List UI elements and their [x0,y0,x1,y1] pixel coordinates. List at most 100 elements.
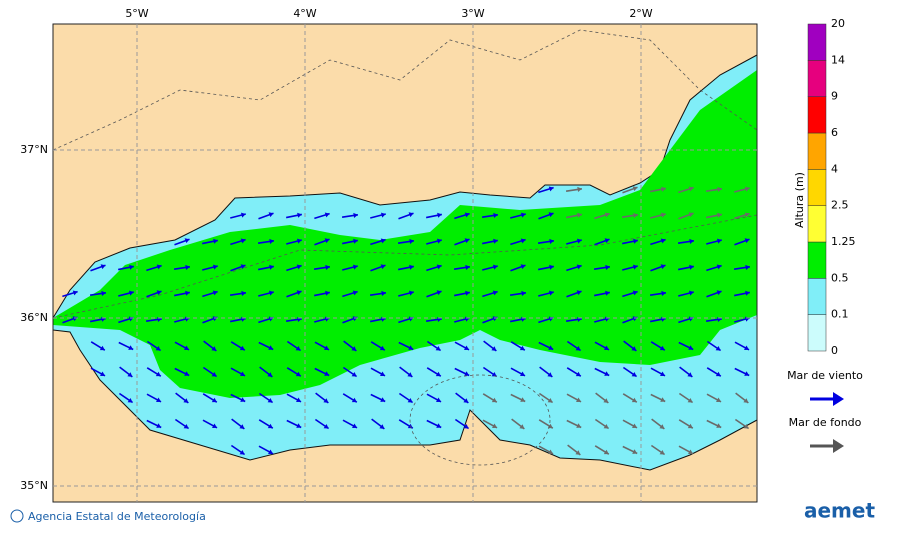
wave-arrowhead [548,186,554,192]
legend-label: Mar de fondo [789,416,862,429]
colorbar-title: Altura (m) [793,172,806,228]
wave-arrowhead [689,264,694,270]
wave-arrowhead [435,345,441,351]
wave-arrowhead [660,238,666,244]
wave-arrowhead [128,345,134,350]
wave-arrowhead [296,290,302,296]
wave-arrowhead [576,397,582,403]
wave-arrowhead [351,397,357,403]
wave-arrowhead [631,371,637,377]
wave-arrowhead [632,186,638,192]
wave-arrowhead [436,238,442,244]
colorbar-band [807,23,827,61]
wave-arrowhead [604,212,610,218]
wave-arrowhead [409,264,414,270]
wave-arrowhead [324,238,330,244]
wave-arrowhead [603,398,609,403]
wave-arrowhead [659,424,665,429]
colorbar-label: 14 [831,53,845,66]
wave-arrowhead [716,264,722,270]
wave-arrowhead [632,449,638,454]
wave-arrowhead [240,371,246,377]
wave-arrowhead [268,345,274,350]
legend-arrowhead [833,392,844,406]
footer: Agencia Estatal de Meteorología [28,510,206,523]
wave-arrowhead [687,397,693,403]
wave-arrowhead [268,290,274,296]
wave-arrowhead [239,449,245,455]
wave-arrowhead [576,290,582,296]
wave-arrowhead [688,345,694,350]
wave-arrowhead [408,290,414,296]
wave-arrowhead [575,345,581,351]
wave-arrowhead [436,264,442,270]
colorbar-label: 4 [831,162,838,175]
wave-arrowhead [464,345,470,351]
wave-arrowhead [547,397,553,403]
wave-arrowhead [296,397,302,403]
wave-arrowhead [688,449,694,455]
wave-arrowhead [184,238,190,244]
wave-arrowhead [715,371,721,377]
wave-arrowhead [716,238,722,244]
wave-arrowhead [184,345,190,351]
wave-arrowhead [520,238,526,244]
wave-arrowhead [185,264,190,270]
wave-arrowhead [548,345,554,350]
wave-arrowhead [325,264,330,270]
wave-arrowhead [436,397,442,403]
lat-label: 37°N [20,143,48,156]
wave-arrowhead [631,346,637,351]
wave-arrowhead [548,212,554,218]
wave-arrowhead [575,450,581,455]
wave-arrowhead [240,238,246,244]
wave-arrowhead [659,449,665,455]
wave-arrowhead [436,423,442,428]
wave-arrowhead [352,423,358,429]
wave-arrowhead [576,238,582,244]
wave-arrowhead [605,290,610,296]
wave-arrowhead [492,264,498,270]
colorbar-label: 6 [831,126,838,139]
wave-arrowhead [267,372,273,377]
wave-arrowhead [100,371,106,377]
wave-arrowhead [269,238,274,244]
wave-arrowhead [660,212,666,218]
wave-arrowhead [717,186,722,192]
colorbar-band [807,278,827,315]
wave-arrowhead [716,423,722,428]
wave-arrowhead [577,212,582,218]
wave-arrowhead [744,345,750,351]
wave-arrowhead [240,264,246,270]
lat-label: 35°N [20,479,48,492]
wave-arrowhead [493,238,498,244]
wave-arrowhead [604,238,610,244]
wave-arrowhead [660,397,666,402]
wave-arrowhead [127,397,133,403]
wave-arrowhead [633,212,638,218]
wave-arrowhead [661,186,666,192]
wave-arrowhead [213,238,218,244]
wave-zone [53,70,757,398]
wave-arrowhead [408,212,414,218]
wave-arrowhead [156,264,162,270]
wave-arrowhead [660,371,666,377]
wave-arrowhead [129,264,134,270]
wave-arrowhead [211,397,217,403]
wave-arrowhead [323,398,329,403]
wave-arrowhead [744,212,750,218]
wave-arrowhead [548,290,554,296]
wave-arrowhead [716,397,722,403]
wave-arrowhead [100,264,106,270]
wave-arrowhead [295,371,301,377]
wave-arrowhead [241,290,246,296]
wave-arrowhead [155,345,161,351]
lon-label: 5°W [125,7,148,20]
colorbar-label: 0.5 [831,271,849,284]
wave-arrowhead [688,290,694,296]
wave-arrowhead [577,186,582,192]
wave-arrowhead [268,212,274,218]
wave-arrowhead [463,423,469,429]
wave-arrowhead [128,290,134,296]
wave-arrowhead [633,238,638,244]
